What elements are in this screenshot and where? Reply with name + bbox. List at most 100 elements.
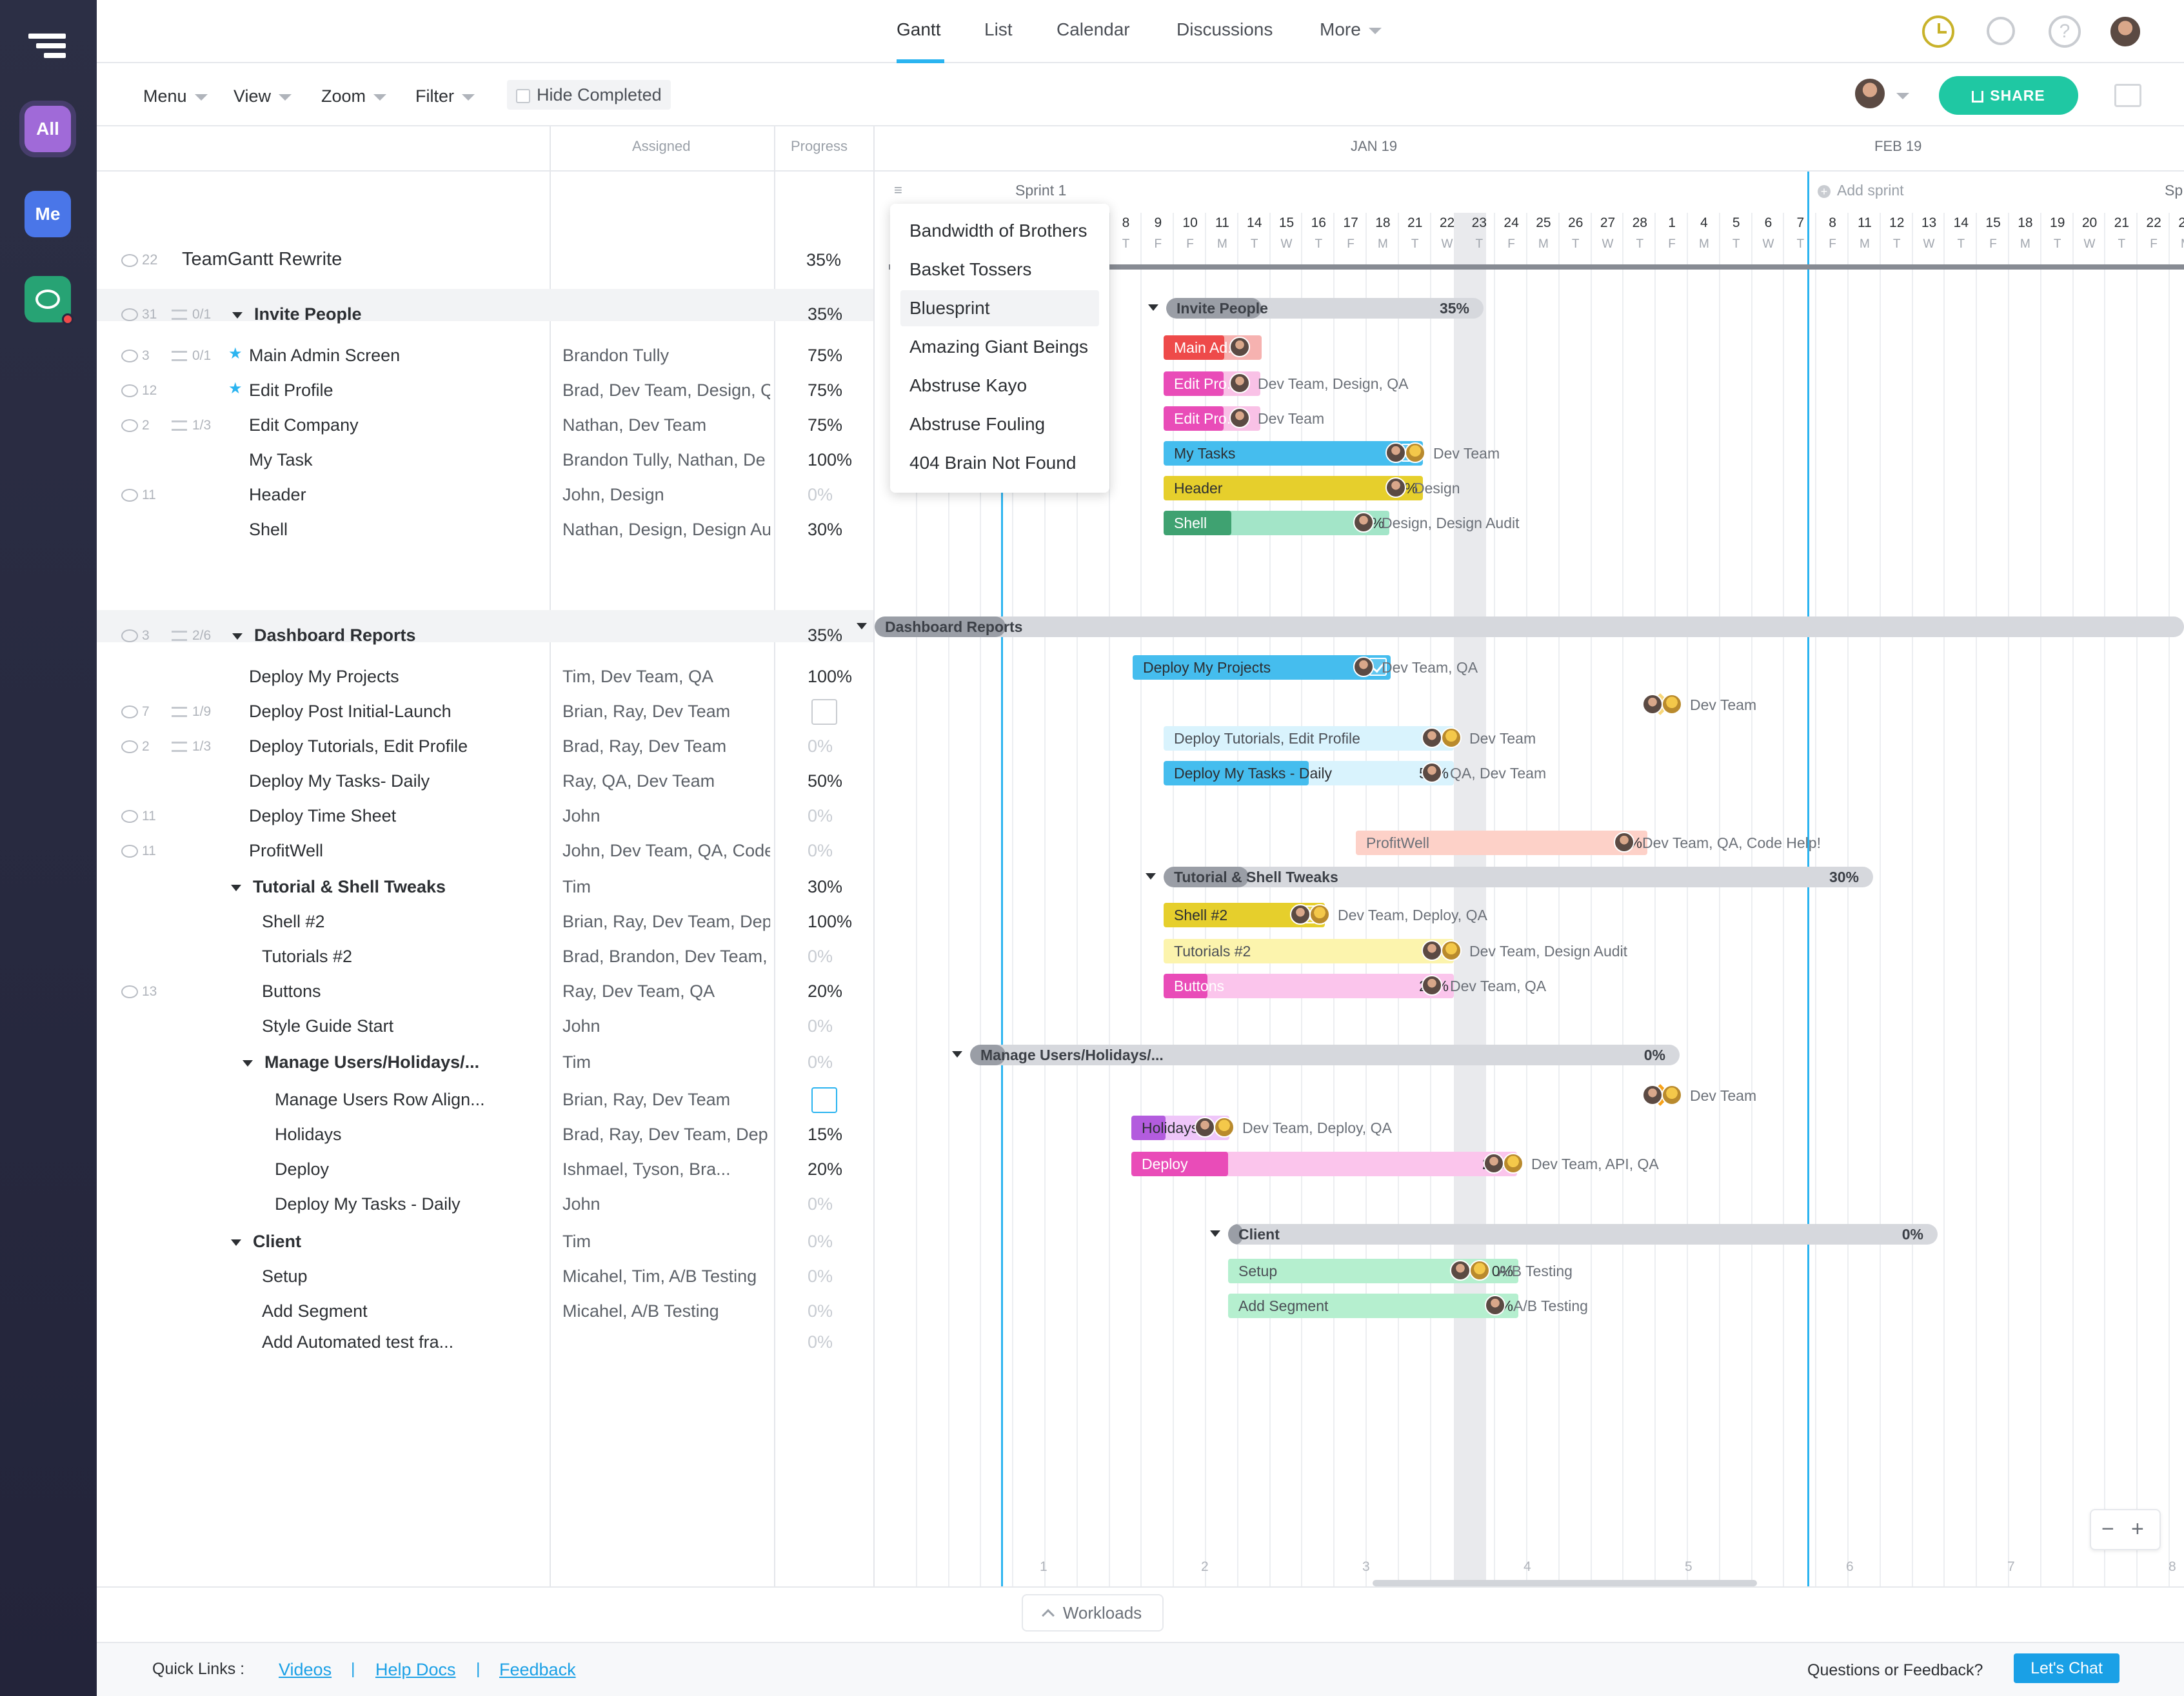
task-assigned[interactable]: Brandon Tully, Nathan, De xyxy=(562,450,766,469)
chevron-down-icon[interactable] xyxy=(1896,93,1909,99)
tab-gantt[interactable]: Gantt xyxy=(897,19,941,39)
task-assigned[interactable]: John, Dev Team, QA, Code xyxy=(562,841,770,860)
project-comments[interactable]: 22 xyxy=(121,251,157,268)
gantt-bar[interactable]: ProfitWell0% xyxy=(1356,831,1647,855)
task-name[interactable]: Deploy My Tasks- Daily xyxy=(249,771,430,791)
sprint-menu-item[interactable]: Basket Tossers xyxy=(909,259,1032,279)
present-icon[interactable] xyxy=(2114,84,2141,107)
sprint-filter-icon[interactable]: ≡ xyxy=(894,182,902,198)
checklist-count[interactable]: 0/1 xyxy=(172,348,211,364)
assignee-avatar[interactable] xyxy=(1642,1085,1663,1105)
assignee-avatar[interactable] xyxy=(1422,975,1442,996)
sprint-menu-item[interactable]: Bluesprint xyxy=(909,298,990,318)
lets-chat-button[interactable]: Let's Chat xyxy=(2014,1653,2119,1683)
task-name[interactable]: Edit Profile xyxy=(249,380,333,400)
task-name[interactable]: Holidays xyxy=(275,1125,342,1145)
gantt-bar[interactable]: Tutorials #20% xyxy=(1164,939,1454,963)
horizontal-scrollbar[interactable] xyxy=(1373,1580,1757,1586)
assignee-avatar[interactable] xyxy=(1385,477,1406,498)
gantt-bar[interactable]: Edit Pro... xyxy=(1164,371,1260,396)
sprint-1-label[interactable]: Sprint 1 xyxy=(1015,182,1067,199)
gantt-bar[interactable]: Dashboard Reports xyxy=(875,616,2184,637)
teamgantt-logo-icon[interactable] xyxy=(28,34,67,62)
assignee-avatar[interactable] xyxy=(1614,832,1634,853)
task-name[interactable]: Add Automated test fra... xyxy=(262,1332,453,1352)
collapse-triangle-icon[interactable] xyxy=(231,884,241,891)
task-assigned[interactable]: Ishmael, Tyson, Bra... xyxy=(562,1159,731,1179)
task-assigned[interactable]: John, Design xyxy=(562,485,664,504)
assignee-avatar[interactable] xyxy=(1662,1085,1682,1105)
assignee-avatar[interactable] xyxy=(1484,1153,1504,1174)
assignee-avatar[interactable] xyxy=(1309,904,1330,925)
task-name[interactable]: Client xyxy=(231,1232,301,1252)
task-name[interactable]: Invite People xyxy=(232,304,362,324)
zoom-in-button[interactable]: + xyxy=(2131,1517,2144,1541)
task-name[interactable]: Deploy My Projects xyxy=(249,667,399,687)
collapse-triangle-icon[interactable] xyxy=(857,623,867,629)
checklist-count[interactable]: 1/3 xyxy=(172,739,211,754)
task-assigned[interactable]: Micahel, Tim, A/B Testing xyxy=(562,1267,757,1286)
task-assigned[interactable]: Brian, Ray, Dev Team xyxy=(562,1090,731,1109)
comments-count[interactable]: 7 xyxy=(121,704,150,720)
assignee-avatar[interactable] xyxy=(1422,762,1442,783)
star-icon[interactable]: ★ xyxy=(228,380,243,397)
comments-count[interactable]: 3 xyxy=(121,348,150,364)
project-owner-avatar[interactable] xyxy=(1854,77,1886,110)
task-name[interactable]: Manage Users/Holidays/... xyxy=(243,1052,479,1072)
rail-chat-button[interactable] xyxy=(25,276,74,325)
zoom-out-button[interactable]: − xyxy=(2101,1517,2114,1541)
assignee-avatar[interactable] xyxy=(1353,512,1374,533)
task-assigned[interactable]: Brad, Dev Team, Design, Q xyxy=(562,380,770,400)
task-name[interactable]: Deploy Post Initial-Launch xyxy=(249,702,452,722)
task-assigned[interactable]: Nathan, Design, Design Au xyxy=(562,520,770,539)
tab-discussions[interactable]: Discussions xyxy=(1176,19,1273,39)
assigned-column-header[interactable]: Assigned xyxy=(632,138,691,154)
project-title[interactable]: TeamGantt Rewrite xyxy=(182,249,342,270)
checklist-count[interactable]: 2/6 xyxy=(172,628,211,644)
task-assigned[interactable]: Tim xyxy=(562,1052,591,1072)
comments-count[interactable]: 31 xyxy=(121,307,157,322)
checklist-count[interactable]: 0/1 xyxy=(172,307,211,322)
assignee-avatar[interactable] xyxy=(1450,1260,1471,1281)
assignee-avatar[interactable] xyxy=(1385,442,1406,463)
task-name[interactable]: Manage Users Row Align... xyxy=(275,1090,485,1110)
gantt-bar[interactable]: My Tasks xyxy=(1164,441,1423,466)
rail-all-button[interactable]: All xyxy=(25,106,71,152)
assignee-avatar[interactable] xyxy=(1405,442,1425,463)
gantt-bar[interactable]: Deploy My Projects xyxy=(1133,655,1391,680)
collapse-triangle-icon[interactable] xyxy=(1146,873,1156,880)
task-assigned[interactable]: Ray, Dev Team, QA xyxy=(562,981,715,1001)
gantt-bar[interactable]: Main Ad... xyxy=(1164,335,1262,360)
checklist-count[interactable]: 1/3 xyxy=(172,418,211,433)
gantt-bar[interactable]: Invite People 35% xyxy=(1166,298,1484,319)
collapse-triangle-icon[interactable] xyxy=(952,1051,962,1058)
tab-calendar[interactable]: Calendar xyxy=(1057,19,1130,39)
gantt-bar[interactable]: Deploy Tutorials, Edit Profile0% xyxy=(1164,726,1454,751)
assignee-avatar[interactable] xyxy=(1662,694,1682,715)
help-docs-link[interactable]: Help Docs xyxy=(375,1660,456,1679)
task-assigned[interactable]: Brad, Ray, Dev Team xyxy=(562,736,727,756)
task-name[interactable]: Deploy My Tasks - Daily xyxy=(275,1194,461,1214)
comments-count[interactable]: 11 xyxy=(121,843,156,859)
assignee-avatar[interactable] xyxy=(1503,1153,1524,1174)
rail-me-button[interactable]: Me xyxy=(25,191,71,237)
help-icon[interactable]: ? xyxy=(2049,15,2081,48)
task-assigned[interactable]: Tim xyxy=(562,1232,591,1251)
task-assigned[interactable]: John xyxy=(562,806,601,825)
filter-button[interactable]: Filter xyxy=(415,86,475,106)
sprint-menu-item[interactable]: Abstruse Kayo xyxy=(909,375,1027,395)
comments-count[interactable]: 11 xyxy=(121,809,156,824)
collapse-triangle-icon[interactable] xyxy=(232,311,243,319)
task-name[interactable]: ProfitWell xyxy=(249,841,323,861)
task-name[interactable]: Deploy xyxy=(275,1159,329,1179)
task-assigned[interactable]: Brad, Ray, Dev Team, Dep xyxy=(562,1125,768,1144)
collapse-triangle-icon[interactable] xyxy=(1148,304,1158,311)
assignee-avatar[interactable] xyxy=(1422,940,1442,961)
collapse-triangle-icon[interactable] xyxy=(232,633,243,640)
assignee-avatar[interactable] xyxy=(1642,694,1663,715)
task-name[interactable]: Shell #2 xyxy=(262,912,325,932)
task-assigned[interactable]: Nathan, Dev Team xyxy=(562,415,707,435)
collapse-triangle-icon[interactable] xyxy=(231,1239,241,1246)
gantt-bar[interactable]: Add Segment0% xyxy=(1228,1294,1518,1318)
task-name[interactable]: Deploy Tutorials, Edit Profile xyxy=(249,736,468,756)
